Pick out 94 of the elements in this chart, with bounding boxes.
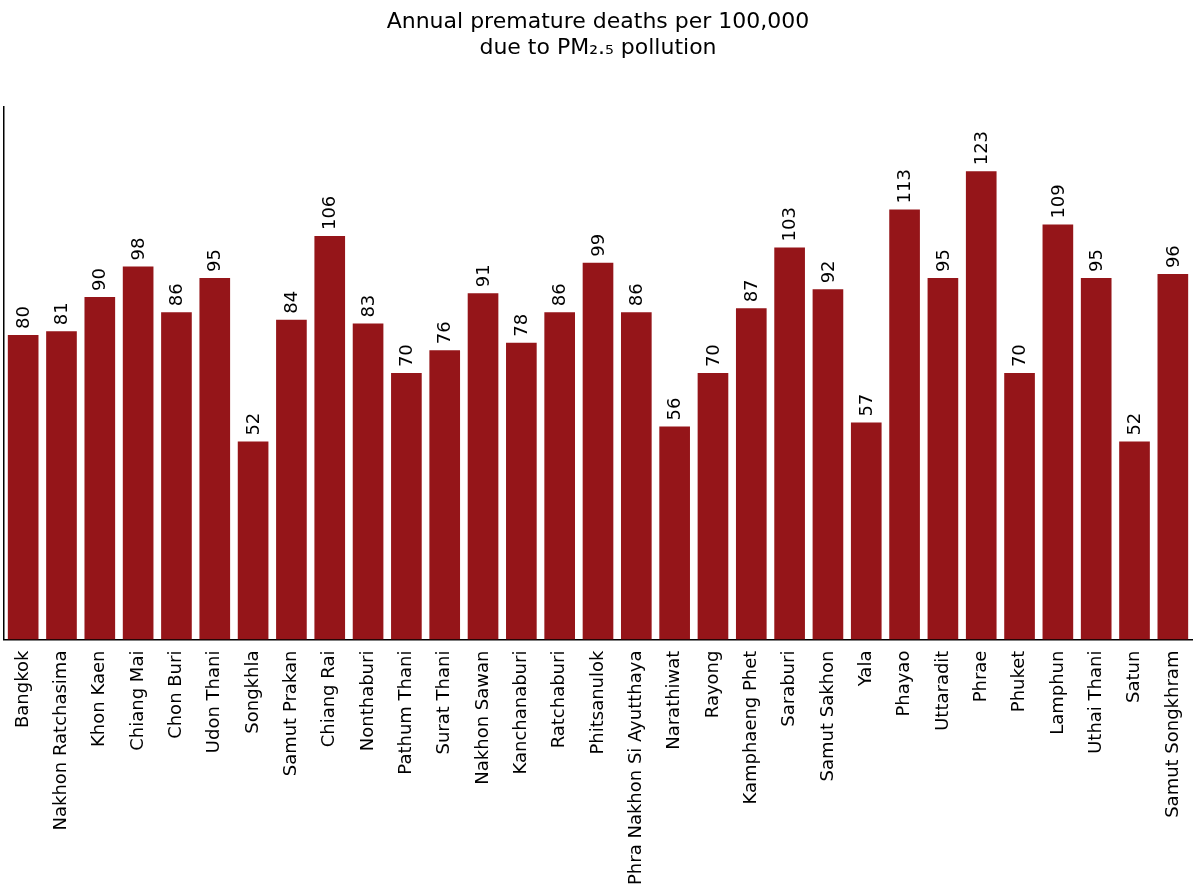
data-label: 109 bbox=[1046, 184, 1068, 219]
data-label: 92 bbox=[816, 260, 838, 284]
data-label: 86 bbox=[548, 283, 570, 307]
bar bbox=[544, 312, 576, 640]
data-label: 52 bbox=[241, 412, 263, 436]
data-label: 95 bbox=[1084, 249, 1106, 272]
bar bbox=[467, 293, 499, 640]
bar bbox=[506, 342, 537, 640]
bar bbox=[927, 277, 959, 640]
x-tick-label: Samut Sakhon bbox=[815, 650, 837, 782]
bar bbox=[582, 262, 614, 640]
data-label: 113 bbox=[893, 169, 915, 204]
x-tick-label: Rayong bbox=[700, 650, 722, 719]
data-label: 76 bbox=[433, 321, 455, 345]
chart-title: Annual premature deaths per 100,000 due to PM₂.₅ pollution bbox=[386, 8, 810, 59]
x-tick-label: Saraburi bbox=[777, 650, 799, 727]
bar bbox=[1119, 441, 1150, 640]
x-tick-label: Khon Kaen bbox=[87, 650, 109, 747]
data-label: 106 bbox=[318, 195, 340, 231]
bar bbox=[1080, 277, 1112, 640]
data-label: 90 bbox=[88, 268, 110, 291]
bar bbox=[735, 308, 767, 640]
bar bbox=[84, 296, 116, 640]
x-tick-label: Chon Buri bbox=[164, 650, 186, 739]
data-label: 95 bbox=[931, 249, 953, 272]
x-tick-label: Phrae bbox=[968, 650, 990, 703]
data-label: 56 bbox=[663, 397, 685, 421]
data-label: 98 bbox=[126, 237, 148, 261]
data-label: 123 bbox=[969, 130, 991, 166]
data-label: 70 bbox=[1008, 344, 1030, 368]
bar bbox=[1042, 224, 1074, 640]
bar bbox=[1004, 373, 1035, 640]
data-label: 52 bbox=[1123, 412, 1145, 436]
x-tick-label: Uthai Thani bbox=[1083, 650, 1105, 754]
bar bbox=[429, 350, 461, 640]
bar bbox=[697, 373, 729, 640]
bar bbox=[659, 426, 690, 640]
bar bbox=[276, 319, 307, 640]
bar bbox=[46, 331, 77, 640]
x-tick-label: Phuket bbox=[1007, 650, 1029, 713]
x-tick-label: Udon Thani bbox=[202, 650, 224, 754]
data-label: 84 bbox=[280, 290, 302, 314]
bar bbox=[199, 277, 231, 640]
data-label: 70 bbox=[701, 344, 723, 368]
x-tick-label: Nakhon Sawan bbox=[470, 650, 492, 785]
bar bbox=[237, 441, 269, 640]
data-label: 99 bbox=[586, 233, 608, 257]
bar bbox=[122, 266, 154, 640]
x-tick-label: Songkhla bbox=[240, 650, 262, 734]
data-label: 78 bbox=[510, 313, 532, 337]
data-label: 86 bbox=[624, 283, 646, 307]
bar bbox=[889, 209, 920, 640]
bar bbox=[850, 422, 882, 640]
data-label: 95 bbox=[203, 249, 225, 272]
x-tick-label: Lamphun bbox=[1045, 650, 1067, 735]
bar bbox=[352, 323, 384, 640]
x-tick-label: Kanchanaburi bbox=[509, 650, 531, 775]
x-tick-label: Satun bbox=[1122, 650, 1144, 703]
x-tick-label: Phitsanulok bbox=[585, 650, 607, 755]
x-tick-label: Surat Thani bbox=[432, 650, 454, 755]
x-tick-label: Nakhon Ratchasima bbox=[49, 650, 71, 831]
x-tick-label: Bangkok bbox=[10, 650, 32, 729]
bar bbox=[314, 236, 346, 640]
data-label: 80 bbox=[11, 306, 33, 330]
bar bbox=[391, 373, 422, 640]
x-tick-label: Nonthaburi bbox=[355, 650, 377, 752]
bar bbox=[965, 171, 997, 640]
data-label: 103 bbox=[778, 207, 800, 242]
x-tick-label: Kamphaeng Phet bbox=[738, 650, 760, 805]
bar bbox=[7, 335, 39, 640]
x-tick-label: Samut Songkhram bbox=[1160, 650, 1182, 818]
x-tick-label: Yala bbox=[853, 650, 875, 688]
x-tick-label: Chiang Rai bbox=[317, 650, 339, 748]
data-label: 86 bbox=[165, 283, 187, 307]
data-label: 81 bbox=[50, 302, 72, 326]
x-tick-label: Samut Prakan bbox=[279, 650, 301, 777]
x-tick-label: Ratchaburi bbox=[547, 650, 569, 749]
x-tick-label: Narathiwat bbox=[662, 650, 684, 750]
x-tick-label: Pathum Thani bbox=[394, 650, 416, 775]
x-tick-label: Phayao bbox=[892, 650, 914, 717]
data-label: 70 bbox=[395, 344, 417, 368]
data-label: 83 bbox=[356, 294, 378, 318]
bar bbox=[1157, 274, 1189, 640]
data-label: 87 bbox=[739, 279, 761, 303]
bar bbox=[812, 289, 844, 640]
bar bbox=[774, 247, 805, 640]
data-label: 57 bbox=[854, 393, 876, 417]
bar bbox=[161, 312, 192, 640]
x-tick-label: Uttaradit bbox=[930, 650, 952, 731]
data-label: 91 bbox=[471, 264, 493, 288]
data-label: 96 bbox=[1161, 245, 1183, 269]
x-tick-label: Chiang Mai bbox=[125, 650, 147, 751]
bar bbox=[620, 312, 652, 640]
x-tick-label: Phra Nakhon Si Ayutthaya bbox=[623, 650, 645, 885]
